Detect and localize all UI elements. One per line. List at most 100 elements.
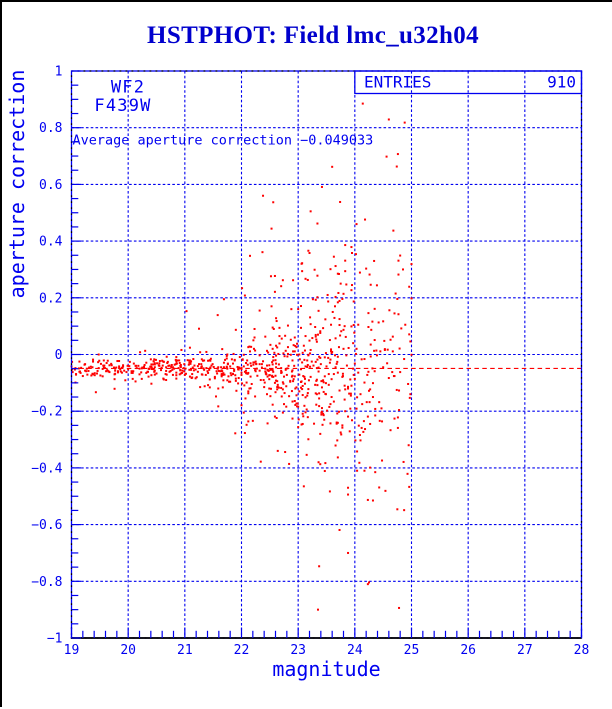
scatter-point <box>336 301 339 304</box>
scatter-point <box>254 369 257 372</box>
scatter-point <box>286 352 289 355</box>
scatter-point <box>249 387 252 390</box>
scatter-point <box>343 384 346 387</box>
scatter-point <box>274 374 277 377</box>
scatter-point <box>296 342 299 345</box>
scatter-point <box>302 415 305 418</box>
scatter-point <box>153 366 156 369</box>
y-tick-label: 0.8 <box>39 121 62 136</box>
scatter-point <box>272 359 275 362</box>
scatter-point <box>247 390 250 393</box>
scatter-point <box>314 298 317 301</box>
scatter-point <box>371 396 374 399</box>
scatter-point <box>334 295 337 298</box>
scatter-point <box>331 310 334 313</box>
scatter-point <box>145 371 148 374</box>
scatter-point <box>276 383 279 386</box>
scatter-point <box>366 373 369 376</box>
scatter-point <box>357 424 360 427</box>
scatter-point <box>143 363 146 366</box>
scatter-point <box>357 323 360 326</box>
scatter-point <box>336 355 339 358</box>
scatter-point <box>399 254 402 257</box>
y-tick-label: −0.6 <box>31 518 62 533</box>
scatter-point <box>369 343 372 346</box>
scatter-point <box>360 426 363 429</box>
scatter-point <box>322 327 325 330</box>
scatter-point <box>190 368 193 371</box>
scatter-point <box>356 396 359 399</box>
scatter-point <box>352 324 355 327</box>
scatter-point <box>234 374 237 377</box>
scatter-point <box>396 416 399 419</box>
scatter-point <box>266 349 268 352</box>
scatter-point <box>398 347 401 350</box>
scatter-point <box>276 380 279 383</box>
scatter-point <box>367 370 370 373</box>
scatter-point <box>194 368 197 371</box>
scatter-point <box>344 335 347 338</box>
scatter-point <box>201 359 204 362</box>
scatter-point <box>375 349 378 352</box>
scatter-point <box>322 379 325 382</box>
scatter-point <box>381 420 384 423</box>
scatter-point <box>198 363 200 366</box>
scatter-point <box>348 392 351 395</box>
scatter-point <box>127 368 130 371</box>
scatter-point <box>361 102 364 105</box>
scatter-point <box>409 340 412 343</box>
scatter-point <box>190 360 193 363</box>
scatter-point <box>284 451 287 454</box>
scatter-point <box>318 405 321 408</box>
scatter-point <box>362 430 365 433</box>
scatter-point <box>373 307 376 310</box>
scatter-point <box>334 354 336 357</box>
scatter-point <box>344 410 347 413</box>
scatter-point <box>90 374 93 377</box>
scatter-point <box>295 346 298 349</box>
scatter-point <box>152 363 155 366</box>
scatter-point <box>263 386 266 389</box>
x-tick-label: 27 <box>517 643 533 658</box>
scatter-point <box>391 371 394 374</box>
scatter-point <box>266 393 268 396</box>
scatter-point <box>166 360 169 363</box>
scatter-point <box>99 362 102 365</box>
scatter-point <box>353 331 356 334</box>
scatter-point <box>386 348 389 351</box>
scatter-point <box>103 364 106 367</box>
scatter-point <box>383 339 386 342</box>
scatter-point <box>186 359 189 362</box>
scatter-point <box>246 359 249 362</box>
scatter-point <box>273 415 276 418</box>
scatter-point <box>343 398 346 401</box>
scatter-point <box>356 450 359 453</box>
scatter-point <box>373 349 376 352</box>
annotation-filter: F439W <box>94 96 151 116</box>
scatter-point <box>234 377 237 380</box>
scatter-point <box>274 391 277 394</box>
scatter-point <box>343 325 346 328</box>
scatter-point <box>249 362 252 365</box>
scatter-point <box>354 352 357 355</box>
scatter-point <box>171 366 174 369</box>
scatter-point <box>308 252 311 255</box>
scatter-point <box>229 372 232 375</box>
scatter-point <box>226 367 229 370</box>
scatter-point <box>383 348 386 351</box>
scatter-point <box>337 291 340 294</box>
scatter-point <box>281 279 284 282</box>
scatter-point <box>351 284 353 287</box>
scatter-point <box>366 583 369 586</box>
scatter-point <box>160 366 163 369</box>
scatter-point <box>338 299 341 302</box>
scatter-point <box>170 365 173 368</box>
scatter-point <box>283 375 285 378</box>
scatter-point <box>337 410 340 413</box>
scatter-point <box>324 393 327 396</box>
scatter-point <box>368 389 370 392</box>
x-tick-label: 23 <box>290 643 306 658</box>
scatter-point <box>344 259 347 262</box>
scatter-point <box>101 375 104 378</box>
scatter-point <box>316 222 319 225</box>
